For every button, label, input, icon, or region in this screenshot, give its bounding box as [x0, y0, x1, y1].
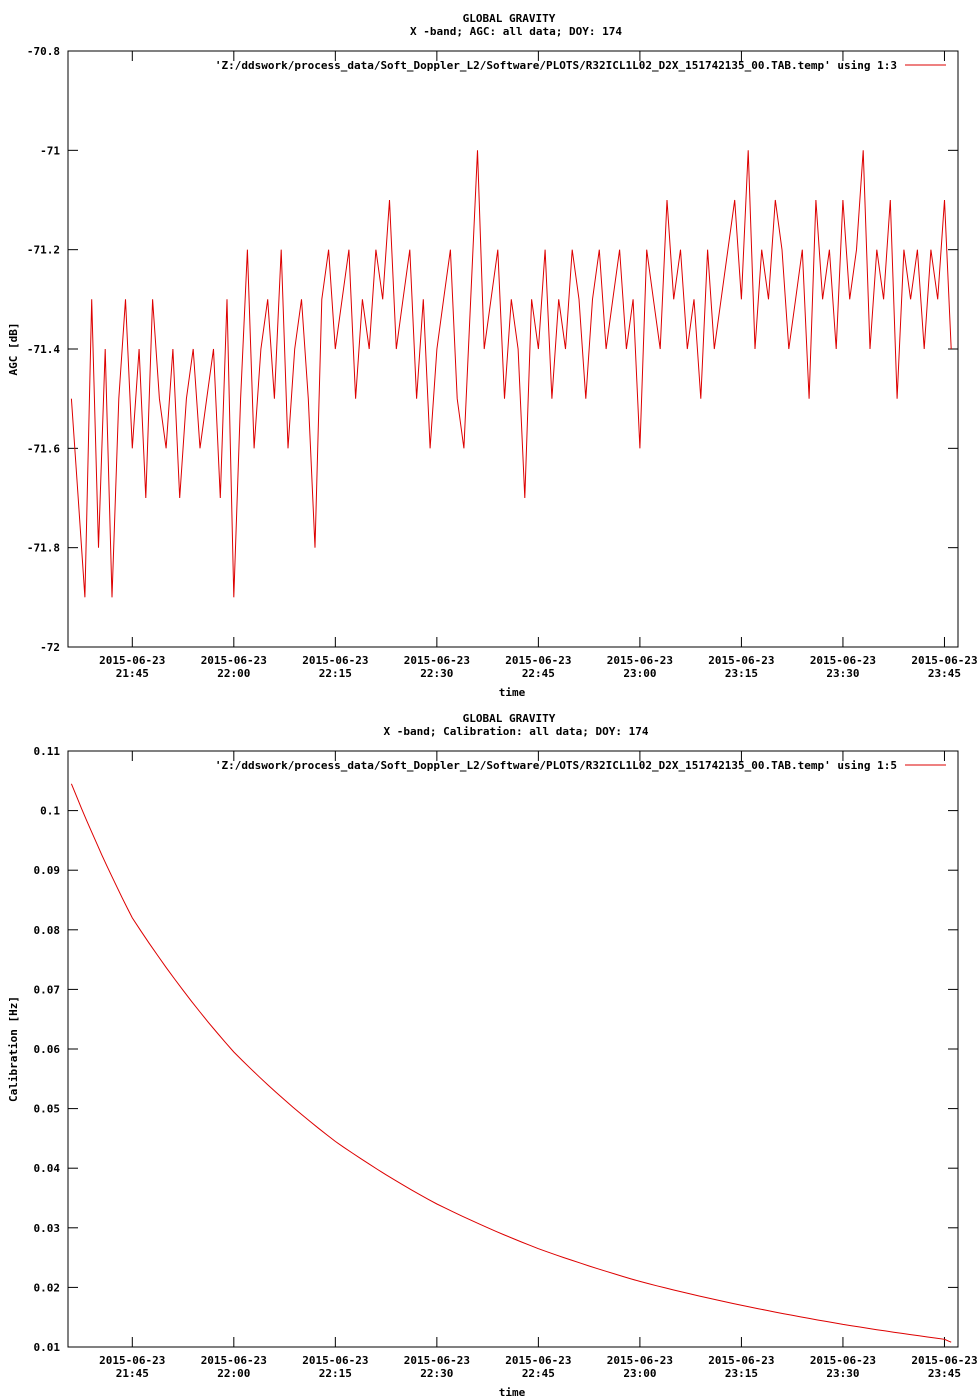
x-tick-date-label: 2015-06-23 — [708, 1354, 774, 1367]
y-tick-label: -70.8 — [27, 45, 60, 58]
x-tick-time-label: 22:30 — [420, 667, 453, 680]
y-tick-label: 0.08 — [34, 924, 61, 937]
x-tick-time-label: 22:15 — [319, 1367, 352, 1380]
plot-frame — [67, 50, 959, 648]
y-tick-label: 0.11 — [34, 745, 61, 758]
x-tick-time-label: 21:45 — [116, 667, 149, 680]
x-tick-date-label: 2015-06-23 — [708, 654, 774, 667]
x-tick-time-label: 23:30 — [826, 667, 859, 680]
x-tick-time-label: 23:45 — [928, 667, 961, 680]
x-tick-time-label: 23:45 — [928, 1367, 961, 1380]
x-tick-date-label: 2015-06-23 — [505, 654, 571, 667]
x-tick-date-label: 2015-06-23 — [201, 1354, 267, 1367]
x-axis-label: time — [499, 686, 526, 699]
x-tick-date-label: 2015-06-23 — [505, 1354, 571, 1367]
x-tick-time-label: 22:45 — [522, 1367, 555, 1380]
x-tick-time-label: 22:00 — [217, 667, 250, 680]
y-tick-label: 0.1 — [40, 805, 60, 818]
x-tick-time-label: 22:15 — [319, 667, 352, 680]
y-tick-label: 0.06 — [34, 1043, 61, 1056]
chart-subtitle: X -band; Calibration: all data; DOY: 174 — [384, 725, 649, 738]
x-tick-date-label: 2015-06-23 — [911, 654, 977, 667]
y-tick-label: 0.03 — [34, 1222, 61, 1235]
x-tick-date-label: 2015-06-23 — [99, 1354, 165, 1367]
x-tick-date-label: 2015-06-23 — [404, 654, 470, 667]
x-tick-time-label: 22:45 — [522, 667, 555, 680]
x-tick-time-label: 23:00 — [623, 1367, 656, 1380]
y-tick-label: -71.6 — [27, 442, 60, 455]
y-tick-label: 0.07 — [34, 983, 61, 996]
x-tick-date-label: 2015-06-23 — [404, 1354, 470, 1367]
x-tick-date-label: 2015-06-23 — [911, 1354, 977, 1367]
x-tick-date-label: 2015-06-23 — [302, 654, 368, 667]
series-line — [70, 150, 952, 598]
y-tick-label: -71.4 — [27, 343, 60, 356]
y-tick-label: 0.04 — [34, 1162, 61, 1175]
y-tick-label: -71.8 — [27, 542, 60, 555]
chart-title: GLOBAL GRAVITY — [463, 12, 556, 25]
legend-entry-label: 'Z:/ddswork/process_data/Soft_Doppler_L2… — [215, 759, 897, 772]
x-tick-time-label: 23:15 — [725, 667, 758, 680]
x-tick-date-label: 2015-06-23 — [607, 654, 673, 667]
x-tick-date-label: 2015-06-23 — [810, 1354, 876, 1367]
legend-entry-label: 'Z:/ddswork/process_data/Soft_Doppler_L2… — [215, 59, 897, 72]
x-tick-date-label: 2015-06-23 — [810, 654, 876, 667]
x-tick-time-label: 23:15 — [725, 1367, 758, 1380]
x-tick-time-label: 23:30 — [826, 1367, 859, 1380]
x-tick-time-label: 22:00 — [217, 1367, 250, 1380]
x-tick-time-label: 23:00 — [623, 667, 656, 680]
y-tick-label: 0.02 — [34, 1281, 61, 1294]
x-tick-time-label: 22:30 — [420, 1367, 453, 1380]
x-tick-date-label: 2015-06-23 — [607, 1354, 673, 1367]
y-tick-label: -72 — [40, 641, 60, 654]
y-tick-label: -71.2 — [27, 244, 60, 257]
y-axis-label: AGC [dB] — [7, 323, 20, 376]
plot-frame — [67, 750, 959, 1348]
chart-title: GLOBAL GRAVITY — [463, 712, 556, 725]
y-axis-label: Calibration [Hz] — [7, 996, 20, 1102]
y-tick-label: 0.09 — [34, 864, 61, 877]
x-tick-date-label: 2015-06-23 — [201, 654, 267, 667]
series-line — [70, 783, 952, 1343]
y-tick-label: 0.01 — [34, 1341, 61, 1354]
chart-subtitle: X -band; AGC: all data; DOY: 174 — [410, 25, 622, 38]
x-tick-time-label: 21:45 — [116, 1367, 149, 1380]
x-axis-label: time — [499, 1386, 526, 1399]
x-tick-date-label: 2015-06-23 — [99, 654, 165, 667]
x-tick-date-label: 2015-06-23 — [302, 1354, 368, 1367]
y-tick-label: 0.05 — [34, 1103, 61, 1116]
y-tick-label: -71 — [40, 144, 60, 157]
